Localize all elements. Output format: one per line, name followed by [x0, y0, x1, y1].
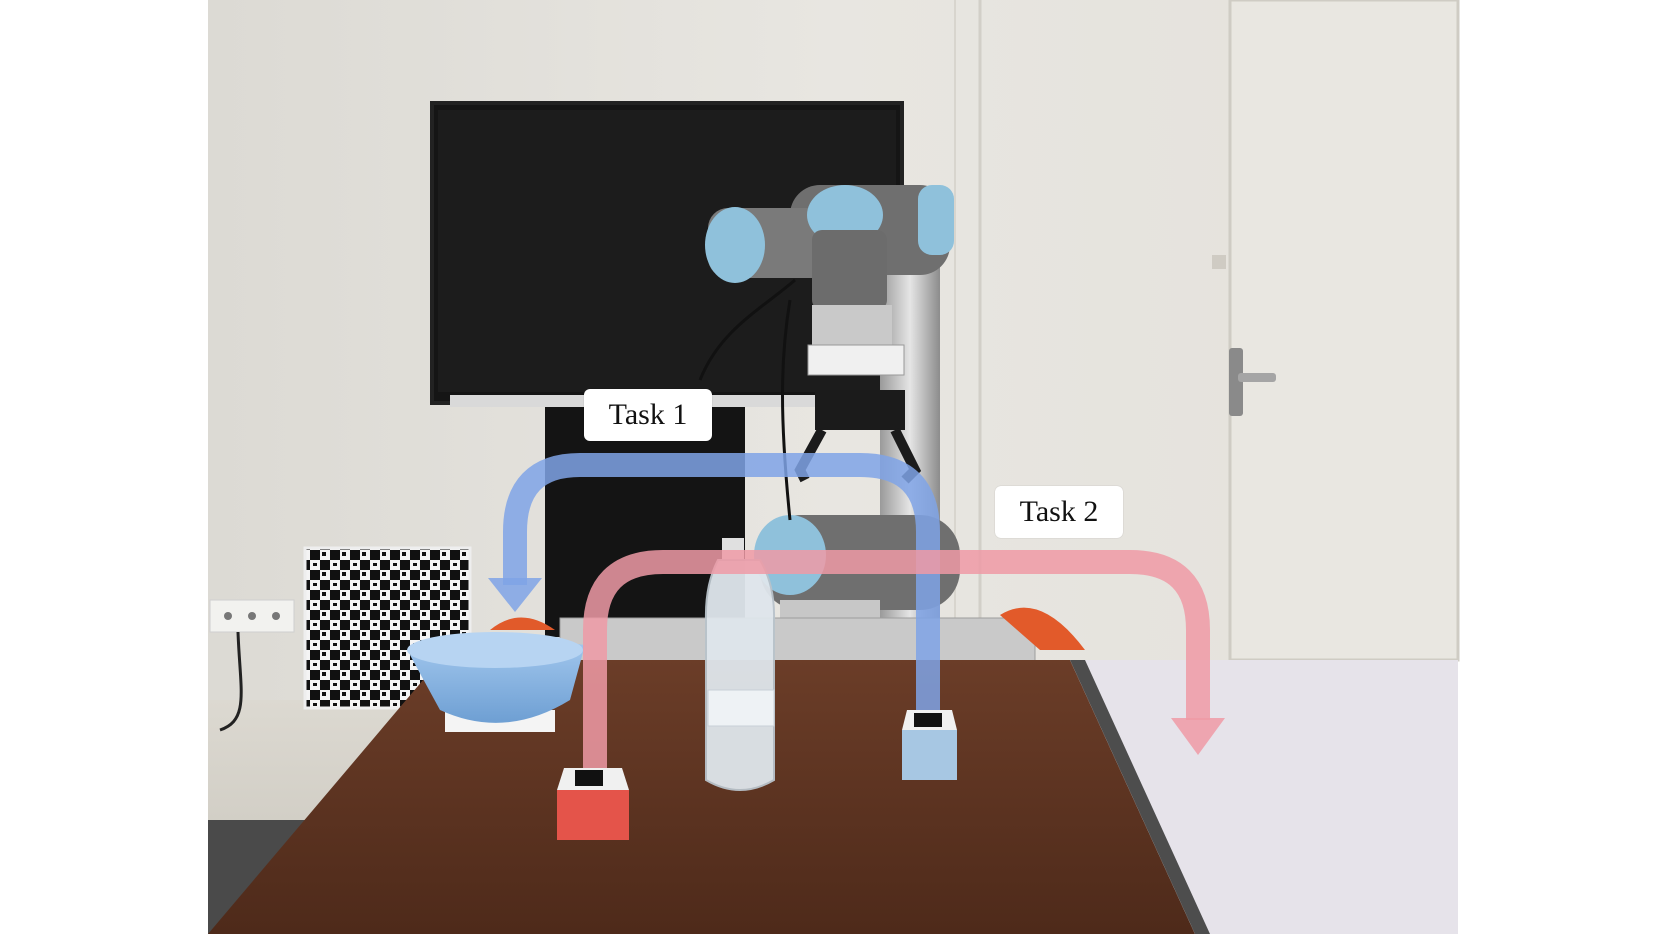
red-block	[557, 768, 629, 840]
task2-label: Task 2	[995, 486, 1123, 538]
door	[1228, 0, 1460, 662]
blue-block	[902, 710, 957, 780]
task1-arrowhead	[488, 578, 542, 612]
task1-label: Task 1	[584, 389, 712, 441]
water-bottle-icon	[704, 538, 776, 791]
task2-arrow	[583, 550, 1210, 768]
bowl-icon	[407, 632, 585, 732]
task1-arrow	[503, 453, 940, 710]
door-handle-icon	[1212, 255, 1276, 416]
task2-arrowhead	[1171, 718, 1225, 755]
wall-outlet-icon	[209, 599, 295, 732]
aluminum-rail	[559, 617, 1036, 667]
